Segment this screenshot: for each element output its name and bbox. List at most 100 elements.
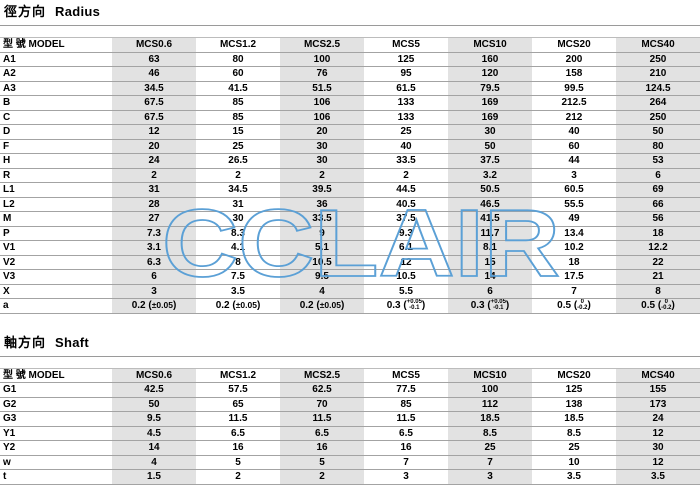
value-cell: 56 [616, 211, 700, 227]
value-cell: 55.5 [532, 197, 616, 212]
value-cell: 2 [280, 469, 364, 485]
value-cell: 20 [280, 124, 364, 140]
row-label: L1 [0, 182, 112, 198]
row-label: M [0, 211, 112, 227]
row-label: C [0, 110, 112, 125]
table-row: A1 63 80 100 125 160 200 250 [0, 52, 700, 67]
table-row: A3 34.5 41.5 51.5 61.5 79.5 99.5 124.5 [0, 81, 700, 96]
value-cell: 22 [616, 255, 700, 270]
value-cell: 16 [280, 440, 364, 456]
value-cell: 133 [364, 110, 448, 125]
value-cell: 8 [196, 255, 280, 270]
value-cell: 16 [364, 440, 448, 456]
value-cell: 46 [112, 66, 196, 82]
value-cell: 5.1 [280, 240, 364, 256]
value-cell: 27 [112, 211, 196, 227]
row-label: A1 [0, 52, 112, 67]
value-cell: 66 [616, 197, 700, 212]
value-cell: 18.5 [448, 411, 532, 427]
row-label: G1 [0, 382, 112, 398]
value-cell: 18 [532, 255, 616, 270]
value-cell: 2 [280, 168, 364, 183]
value-cell: 30 [280, 139, 364, 154]
tolerance-upper: +0.05 [406, 298, 422, 305]
value-cell: 0.2 (±0.05) [280, 298, 364, 314]
value-cell: 85 [364, 397, 448, 412]
tolerance-stack: 0 -0.2 [661, 299, 671, 311]
value-cell: 250 [616, 110, 700, 125]
value-cell: 6 [112, 269, 196, 285]
value-cell: 8.3 [196, 226, 280, 241]
value-cell: 3 [448, 469, 532, 485]
value-cell: 30 [280, 153, 364, 169]
value-cell: 31 [196, 197, 280, 212]
shaft-header-row: 型 號 MODEL MCS0.6 MCS1.2 MCS2.5 MCS5 MCS10 MCS2… [0, 367, 700, 383]
row-label: Y2 [0, 440, 112, 456]
tolerance-pm: ±0.05 [235, 300, 257, 311]
value-cell: 5 [280, 455, 364, 470]
value-cell: 85 [196, 95, 280, 111]
value-cell: 57.5 [196, 382, 280, 398]
value-cell: 18 [616, 226, 700, 241]
value-cell: 65 [196, 397, 280, 412]
row-label: G3 [0, 411, 112, 427]
value-cell: 7 [364, 455, 448, 470]
table-row: F 20 25 30 40 50 60 80 [0, 139, 700, 154]
table-row: B 67.5 85 106 133 169 212.5 264 [0, 95, 700, 111]
value-cell: 76 [280, 66, 364, 82]
value-cell: 40 [364, 139, 448, 154]
value-cell: 9.5 [280, 269, 364, 285]
value-cell: 80 [616, 139, 700, 154]
value-cell: 50 [448, 139, 532, 154]
value-cell: 3.5 [196, 284, 280, 299]
column-header-mcs2.5: MCS2.5 [280, 367, 364, 383]
value-cell: 18.5 [532, 411, 616, 427]
value-cell: 160 [448, 52, 532, 67]
shaft-title-cjk: 軸方向 [4, 334, 47, 350]
value-cell: 7.3 [112, 226, 196, 241]
value-cell: 44 [532, 153, 616, 169]
value-cell: 125 [364, 52, 448, 67]
value-cell: 200 [532, 52, 616, 67]
value-cell: 40 [532, 124, 616, 140]
column-header-mcs1.2: MCS1.2 [196, 367, 280, 383]
value-cell: 25 [532, 440, 616, 456]
table-row: G1 42.5 57.5 62.5 77.5 100 125 155 [0, 382, 700, 398]
table-row: V1 3.1 4.1 5.1 6.1 8.1 10.2 12.2 [0, 240, 700, 256]
value-cell: 7.5 [196, 269, 280, 285]
value-cell: 37.5 [364, 211, 448, 227]
shaft-section: 軸方向 Shaft 型 號 MODEL MCS0.6 MCS1.2 MCS2.5 MCS5… [0, 331, 700, 485]
value-cell: 39.5 [280, 182, 364, 198]
tolerance-lower: -0.1 [409, 304, 420, 311]
value-cell: 6.5 [196, 426, 280, 441]
value-cell: 17.5 [532, 269, 616, 285]
value-cell: 30 [196, 211, 280, 227]
value-cell: 41.5 [196, 81, 280, 96]
value-cell: 9.3 [364, 226, 448, 241]
value-cell: 155 [616, 382, 700, 398]
column-header-mcs5: MCS5 [364, 37, 448, 53]
value-cell: 3 [112, 284, 196, 299]
value-cell: 77.5 [364, 382, 448, 398]
value-cell: 106 [280, 110, 364, 125]
row-label: G2 [0, 397, 112, 412]
value-cell: 14 [112, 440, 196, 456]
column-header-mcs1.2: MCS1.2 [196, 37, 280, 53]
value-cell: 33.5 [280, 211, 364, 227]
value-cell: 2 [364, 168, 448, 183]
table-row: V2 6.3 8 10.5 12 15 18 22 [0, 255, 700, 270]
value-cell: 11.5 [196, 411, 280, 427]
table-row: M 27 30 33.5 37.5 41.5 49 56 [0, 211, 700, 227]
value-cell: 3 [364, 469, 448, 485]
table-row: P 7.3 8.3 9 9.3 11.7 13.4 18 [0, 226, 700, 241]
row-label: R [0, 168, 112, 183]
value-cell: 99.5 [532, 81, 616, 96]
value-cell: 10 [532, 455, 616, 470]
value-cell: 10.2 [532, 240, 616, 256]
value-cell: 20 [112, 139, 196, 154]
value-cell: 250 [616, 52, 700, 67]
table-row: a 0.2 (±0.05) 0.2 (±0.05) 0.2 (±0.05) 0.3 (+… [0, 298, 700, 314]
value-cell: 3.1 [112, 240, 196, 256]
value-cell: 70 [280, 397, 364, 412]
